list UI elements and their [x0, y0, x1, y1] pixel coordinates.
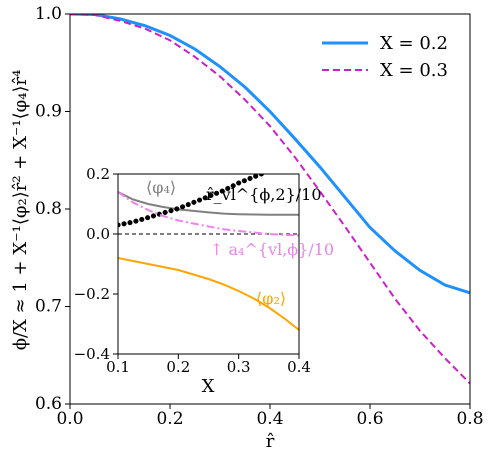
- inset-annotation-a4: ↑ a₄^{vl,ϕ}/10: [210, 240, 334, 259]
- main-xtick-label: 0.2: [156, 409, 183, 429]
- main-plot: 0.0 0.2 0.4 0.6 0.8 0.6 0.7 0.8 0.9 1.0 r̂ ϕ/X ≈ …: [10, 4, 484, 452]
- inset-series-group: [118, 174, 299, 331]
- inset-series-line-1: [118, 174, 269, 228]
- main-ylabel-text: ϕ/X ≈ 1 + X⁻¹⟨φ₂⟩r̂² + X⁻¹⟨φ₄⟩r̂⁴: [10, 70, 31, 351]
- main-ytick-label: 1.0: [35, 4, 62, 24]
- legend: X = 0.2 X = 0.3: [322, 33, 448, 81]
- inset-ytick-label: 0.2: [86, 165, 110, 183]
- main-ticks: 0.0 0.2 0.4 0.6 0.8 0.6 0.7 0.8 0.9 1.0: [35, 4, 484, 429]
- inset-series-line-0: [118, 191, 299, 216]
- inset-annotation-phi2: ⟨φ₂⟩: [256, 289, 286, 308]
- inset-xlabel-text: X: [202, 376, 215, 397]
- inset-xtick-label: 0.2: [166, 358, 190, 376]
- inset-ytick-label: 0.0: [86, 225, 110, 243]
- main-series-line-0: [70, 14, 470, 295]
- main-ytick-label: 0.7: [35, 297, 62, 317]
- main-ytick-label: 0.9: [35, 102, 62, 122]
- main-xtick-label: 0.6: [356, 409, 383, 429]
- main-xlabel-text: r̂: [266, 431, 275, 452]
- inset-plot: 0.1 0.2 0.3 0.4 −0.4 −0.2 0.0 0.2 X ⟨φ₄⟩ r̂_vl^…: [74, 165, 335, 397]
- inset-series-line-3: [118, 257, 299, 331]
- legend-label-x02: X = 0.2: [380, 33, 448, 54]
- main-xlabel: r̂: [266, 431, 275, 452]
- main-xtick-label: 0.4: [256, 409, 283, 429]
- inset-xlabel: X: [202, 376, 215, 397]
- main-xtick-label: 0.0: [56, 409, 83, 429]
- main-xtick-label: 0.8: [456, 409, 483, 429]
- inset-xtick-label: 0.1: [106, 358, 130, 376]
- inset-axes-frame: [117, 173, 300, 355]
- inset-ytick-label: −0.2: [74, 285, 110, 303]
- inset-xtick-label: 0.3: [227, 358, 251, 376]
- inset-annotation-phi4: ⟨φ₄⟩: [146, 178, 176, 197]
- inset-annotation-rvl: r̂_vl^{ϕ,2}/10: [206, 185, 322, 204]
- inset-series-line-2: [118, 191, 299, 237]
- main-ytick-label: 0.6: [35, 394, 62, 414]
- main-series-line-1: [70, 14, 470, 385]
- legend-label-x03: X = 0.3: [380, 60, 448, 81]
- main-ylabel: ϕ/X ≈ 1 + X⁻¹⟨φ₂⟩r̂² + X⁻¹⟨φ₄⟩r̂⁴: [10, 70, 31, 351]
- inset-xtick-label: 0.4: [287, 358, 311, 376]
- inset-ytick-label: −0.4: [74, 345, 110, 363]
- main-ytick-label: 0.8: [35, 199, 62, 219]
- main-series-group: [70, 14, 470, 385]
- inset-ticks: 0.1 0.2 0.3 0.4 −0.4 −0.2 0.0 0.2: [74, 165, 311, 376]
